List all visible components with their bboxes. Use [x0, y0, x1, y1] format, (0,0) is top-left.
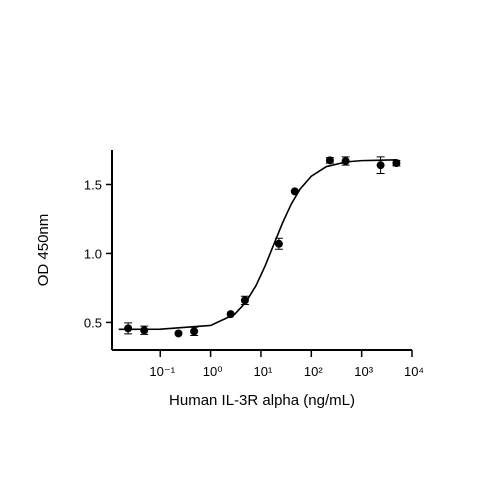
data-point — [140, 326, 149, 335]
x-tick-label: 10⁻¹ — [149, 364, 175, 379]
x-tick-label: 10² — [304, 364, 323, 379]
x-tick-label: 10⁰ — [203, 364, 223, 379]
data-point — [174, 329, 183, 338]
x-tick-label: 10³ — [354, 364, 373, 379]
x-axis-title: Human IL-3R alpha (ng/mL) — [169, 392, 355, 409]
data-point — [240, 296, 249, 305]
y-tick-label: 0.5 — [84, 315, 102, 330]
x-tick-label: 10¹ — [254, 364, 273, 379]
y-axis-title: OD 450nm — [35, 214, 52, 287]
data-point — [190, 327, 199, 336]
fit-curve — [118, 158, 397, 331]
data-point — [226, 310, 235, 319]
data-point — [392, 159, 401, 168]
data-point — [274, 239, 283, 248]
y-tick-label: 1.5 — [84, 177, 102, 192]
data-point — [124, 324, 133, 333]
y-tick-label: 1.0 — [84, 246, 102, 261]
data-point — [376, 161, 385, 170]
x-tick-label: 10⁴ — [404, 364, 424, 379]
data-point — [325, 156, 334, 165]
